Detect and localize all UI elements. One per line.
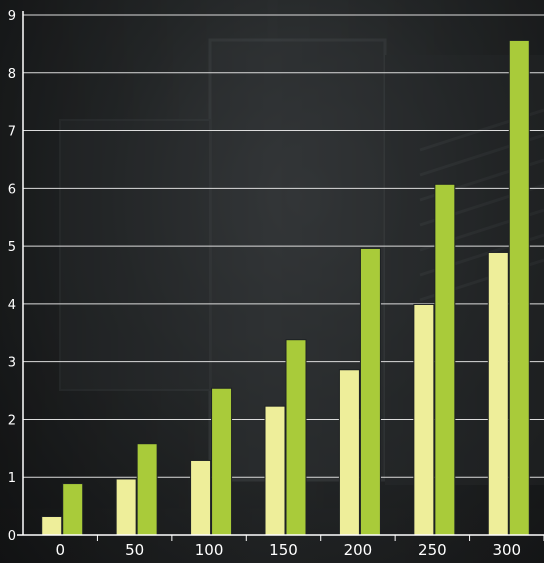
bar-series-1	[264, 405, 286, 536]
bar-series-2	[285, 339, 307, 536]
bar-series-2	[434, 183, 456, 536]
y-tick-label: 8	[8, 67, 16, 82]
x-tick-label: 300	[492, 541, 521, 559]
x-tick-label: 200	[344, 541, 373, 559]
y-tick-label: 6	[8, 182, 16, 197]
bar-series-1	[338, 369, 360, 536]
bar-series-1	[190, 459, 212, 536]
y-tick-label: 4	[8, 298, 16, 313]
y-tick-label: 0	[8, 529, 16, 544]
y-tick-label: 7	[8, 125, 16, 140]
bar-series-1	[115, 478, 137, 536]
bar-series-1	[413, 303, 435, 536]
y-tick-label: 5	[8, 240, 16, 255]
bar-series-2	[62, 483, 84, 536]
bar-series-2	[508, 39, 530, 536]
bar-series-2	[359, 247, 381, 536]
y-tick-label: 2	[8, 413, 16, 428]
x-tick-label: 50	[125, 541, 144, 559]
y-tick-label: 3	[8, 356, 16, 371]
x-tick-label: 150	[269, 541, 298, 559]
bar-series-2	[136, 443, 158, 536]
bar-series-1	[41, 516, 63, 536]
y-tick-label: 9	[8, 9, 16, 24]
y-tick-labels: 0 1 2 3 4 5 6 7 8 9	[8, 9, 16, 544]
x-tick-label: 250	[418, 541, 447, 559]
bars	[41, 39, 530, 536]
bar-series-2	[211, 387, 233, 536]
x-tick-label: 100	[195, 541, 224, 559]
x-tick-labels: 0 50 100 150 200 250 300	[55, 541, 521, 559]
bar-series-1	[487, 251, 509, 536]
axes	[17, 11, 544, 541]
x-tick-label: 0	[55, 541, 65, 559]
y-tick-label: 1	[8, 471, 16, 486]
